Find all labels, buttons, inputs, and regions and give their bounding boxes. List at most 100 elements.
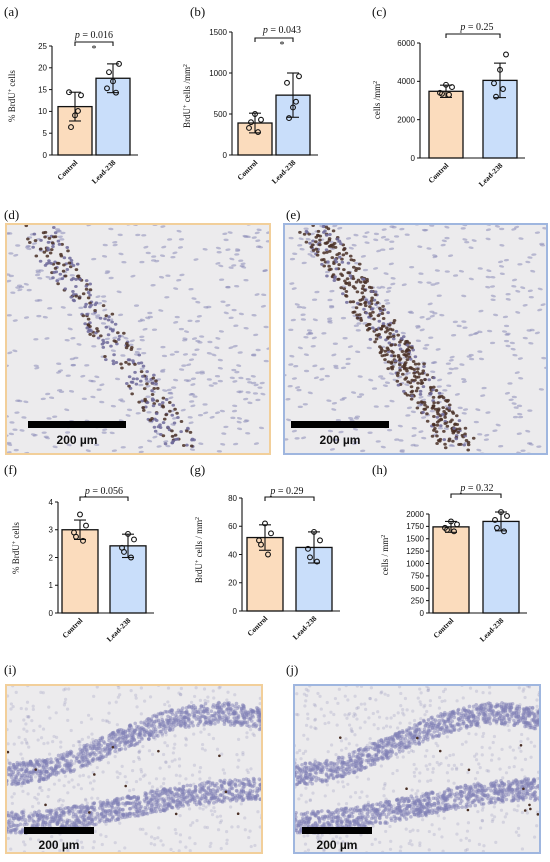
nucleus [476,810,480,814]
granule-cell [123,747,128,751]
granule-cell [119,747,124,751]
nucleus [360,449,366,453]
nucleus [514,225,520,229]
nucleus [288,236,294,240]
granule-cell [101,739,106,744]
brdu-cell [386,335,390,339]
granule-cell [94,746,99,751]
nucleus [225,248,231,251]
granule-cell [510,714,514,719]
granule-cell [114,806,118,811]
granule-cell [37,773,42,778]
granule-cell [161,788,166,792]
nucleus [396,726,400,730]
brdu-cell [170,429,174,433]
granule-cell [152,806,156,811]
nucleus [35,797,39,801]
nucleus [163,442,168,446]
nucleus [236,765,240,769]
nucleus [517,746,521,750]
y-tick-label: 500 [411,584,425,593]
granule-cell [132,795,136,799]
brdu-cell [436,401,440,405]
nucleus [409,265,415,269]
nucleus [308,241,312,245]
nucleus [167,238,173,241]
nucleus [454,437,459,441]
brdu-cell [331,229,336,233]
nucleus [515,289,521,293]
brdu-cell [471,436,476,440]
granule-cell [206,780,211,784]
nucleus [525,429,531,433]
data-point [307,554,313,561]
brdu-cell [302,232,307,236]
nucleus [128,789,132,793]
granule-cell [20,811,24,815]
nucleus [301,306,307,309]
nucleus [60,306,66,309]
nucleus [461,412,467,415]
nucleus [173,758,177,762]
granule-cell [205,790,209,795]
nucleus [378,375,384,378]
nucleus [390,277,396,280]
granule-cell [488,721,493,726]
nucleus [306,716,310,721]
granule-cell [176,787,181,792]
nucleus [15,244,21,247]
nucleus [27,715,31,719]
granule-cell [79,756,84,760]
nucleus [78,743,82,747]
granule-cell [165,807,169,811]
brdu-cell [388,332,392,336]
granule-cell [44,765,48,770]
nucleus [373,232,380,236]
brdu-cell [420,400,425,404]
nucleus [339,739,344,743]
nucleus [395,768,399,773]
nucleus [399,845,403,849]
nucleus [340,748,344,752]
brdu-cell [373,340,377,344]
nucleus [394,438,400,441]
nucleus [245,731,249,735]
granule-cell [23,817,28,822]
nucleus [225,286,231,289]
nucleus [426,686,431,691]
nucleus [218,330,224,333]
granule-cell [242,716,247,721]
nucleus [78,277,82,281]
granule-cell [188,783,193,788]
nucleus [110,349,116,352]
granule-cell [142,722,147,726]
nucleus [516,804,520,808]
nucleus [331,837,335,841]
tissue-cells [6,224,270,454]
x-category-label: Lead-238 [477,161,505,189]
nucleus [36,801,41,805]
nucleus [364,231,370,234]
granule-cell [138,811,143,815]
nucleus [454,393,460,396]
nucleus [478,766,482,770]
nucleus [101,255,108,258]
nucleus [418,272,424,275]
granule-cell [49,757,53,761]
brdu-cell [327,264,331,268]
granule-cell [147,737,151,741]
nucleus [167,765,171,769]
nucleus [251,732,255,736]
nucleus [432,254,438,257]
granule-cell [74,758,79,763]
granule-cell [160,732,165,736]
data-point [75,108,81,114]
nucleus [182,353,189,356]
nucleus [183,379,189,382]
granule-cell [535,714,540,718]
nucleus [198,770,202,774]
granule-cell [199,704,204,708]
nucleus [156,836,160,840]
nucleus [105,341,110,345]
granule-cell [27,815,31,819]
